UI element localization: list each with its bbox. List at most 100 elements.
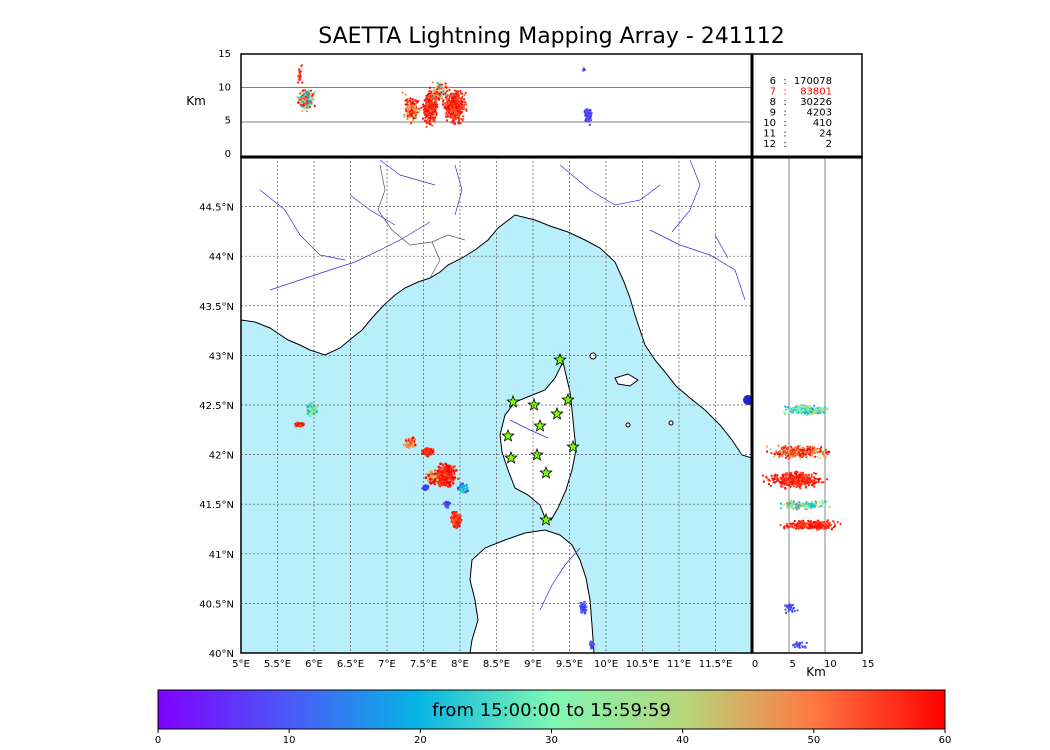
graticule (241, 157, 752, 653)
longitude-tick-labels: 5°E 5.5°E 6°E 6.5°E 7°E 7.5°E 8°E 8.5°E 9°E 9.5°E… (232, 659, 732, 670)
station-count-rows: 6:1700787:838018:302269:420310:41011:241… (763, 76, 832, 150)
station-star (539, 512, 553, 526)
station-count-row: 11: 24 (763, 129, 832, 140)
top-yticks: 0 5 10 15 (218, 49, 231, 160)
top-ytick-label: 5 (225, 116, 231, 127)
svg-text::: : (783, 129, 786, 140)
svg-text:410: 410 (813, 118, 832, 129)
side-xtick-label: 10 (824, 659, 837, 670)
station-star (553, 352, 567, 366)
lat-tick-label: 43.5°N (199, 302, 234, 313)
svg-text:170078: 170078 (794, 76, 832, 87)
islet (589, 352, 597, 360)
station-count-row: 6:170078 (770, 76, 832, 87)
station-star (539, 465, 553, 479)
colorbar-tick-label: 50 (807, 735, 820, 746)
lon-tick-label: 6°E (305, 659, 323, 670)
lat-tick-label: 43°N (209, 351, 234, 362)
lon-tick-label: 8°E (451, 659, 469, 670)
latitude-tick-labels: 40°N 40.5°N 41°N 41.5°N 42°N 42.5°N 43°N 43.5°N… (199, 203, 234, 660)
lon-tick-label: 9.5°E (556, 659, 583, 670)
svg-text:12: 12 (763, 139, 776, 150)
lon-tick-label: 7°E (378, 659, 396, 670)
colorbar-label: from 15:00:00 to 15:59:59 (432, 700, 671, 721)
top-ylabel: Km (186, 94, 206, 108)
altitude-longitude-panel: 0 5 10 15 Km (186, 49, 753, 160)
time-colorbar: 0 10 20 30 40 50 60 (155, 689, 952, 746)
lon-tick-label: 9°E (524, 659, 542, 670)
lat-tick-label: 44.5°N (199, 203, 234, 214)
station-count-row: 10: 410 (763, 118, 832, 129)
side-lightning-points (761, 404, 842, 649)
lon-tick-label: 6.5°E (337, 659, 364, 670)
colorbar-tick-label: 20 (414, 735, 427, 746)
lon-tick-label: 11°E (667, 659, 691, 670)
lat-tick-label: 44°N (209, 252, 234, 263)
corsica-island (499, 360, 577, 521)
sardinia-island (469, 529, 595, 653)
svg-text::: : (783, 87, 786, 98)
svg-text:2: 2 (826, 139, 832, 150)
svg-text:24: 24 (819, 129, 832, 140)
chart-title: SAETTA Lightning Mapping Array - 241112 (318, 24, 785, 49)
svg-text:30226: 30226 (800, 97, 832, 108)
islet (668, 420, 674, 426)
mainland-land (241, 157, 752, 459)
station-star (550, 406, 564, 420)
top-lightning-points (296, 64, 593, 128)
lon-tick-label: 10.5°E (626, 659, 660, 670)
svg-text::: : (783, 118, 786, 129)
station-count-row: 7: 83801 (770, 87, 832, 98)
lat-tick-label: 41.5°N (199, 500, 234, 511)
latitude-altitude-panel: 0 5 10 15 Km (751, 156, 875, 679)
lon-tick-label: 11.5°E (699, 659, 733, 670)
lon-tick-label: 7.5°E (410, 659, 437, 670)
elba-island (614, 373, 639, 387)
top-ytick-label: 0 (225, 149, 231, 160)
svg-text:4203: 4203 (807, 108, 832, 119)
colorbar-ticks: 0 10 20 30 40 50 60 (155, 729, 952, 746)
lat-tick-label: 42°N (209, 451, 234, 462)
side-xtick-label: 5 (789, 659, 795, 670)
station-star (533, 418, 547, 432)
station-count-row: 8: 30226 (770, 97, 832, 108)
svg-text::: : (783, 108, 786, 119)
lat-tick-label: 41°N (209, 550, 234, 561)
colorbar-tick-label: 10 (283, 735, 296, 746)
station-star (504, 450, 518, 464)
top-ytick-label: 10 (218, 82, 231, 93)
top-ytick-label: 15 (218, 49, 231, 60)
svg-text:8: 8 (770, 97, 776, 108)
svg-text:6: 6 (770, 76, 776, 87)
map-panel (241, 157, 752, 653)
top-frame (240, 53, 753, 158)
offmap-source (743, 395, 752, 405)
lon-tick-label: 8.5°E (483, 659, 510, 670)
station-count-row: 12: 2 (763, 139, 832, 150)
lon-tick-label: 5°E (232, 659, 250, 670)
svg-text:7: 7 (770, 87, 776, 98)
colorbar-gradient (157, 689, 946, 730)
lon-tick-label: 5.5°E (264, 659, 291, 670)
station-star (561, 392, 575, 406)
islet (625, 422, 631, 428)
side-xtick-label: 0 (752, 659, 758, 670)
station-star (527, 397, 541, 411)
svg-text::: : (783, 139, 786, 150)
svg-text:83801: 83801 (800, 87, 832, 98)
colorbar-tick-label: 0 (155, 735, 161, 746)
lon-tick-label: 10°E (594, 659, 618, 670)
station-star (501, 428, 515, 442)
svg-text:10: 10 (763, 118, 776, 129)
lat-tick-label: 40°N (209, 649, 234, 660)
station-star (506, 394, 520, 408)
svg-text:9: 9 (770, 108, 776, 119)
borders (377, 164, 466, 279)
colorbar-tick-label: 60 (939, 735, 952, 746)
svg-text::: : (783, 97, 786, 108)
side-xticks: 0 5 10 15 (752, 659, 875, 670)
svg-text::: : (783, 76, 786, 87)
lma-stations (501, 352, 580, 526)
station-star (566, 439, 580, 453)
